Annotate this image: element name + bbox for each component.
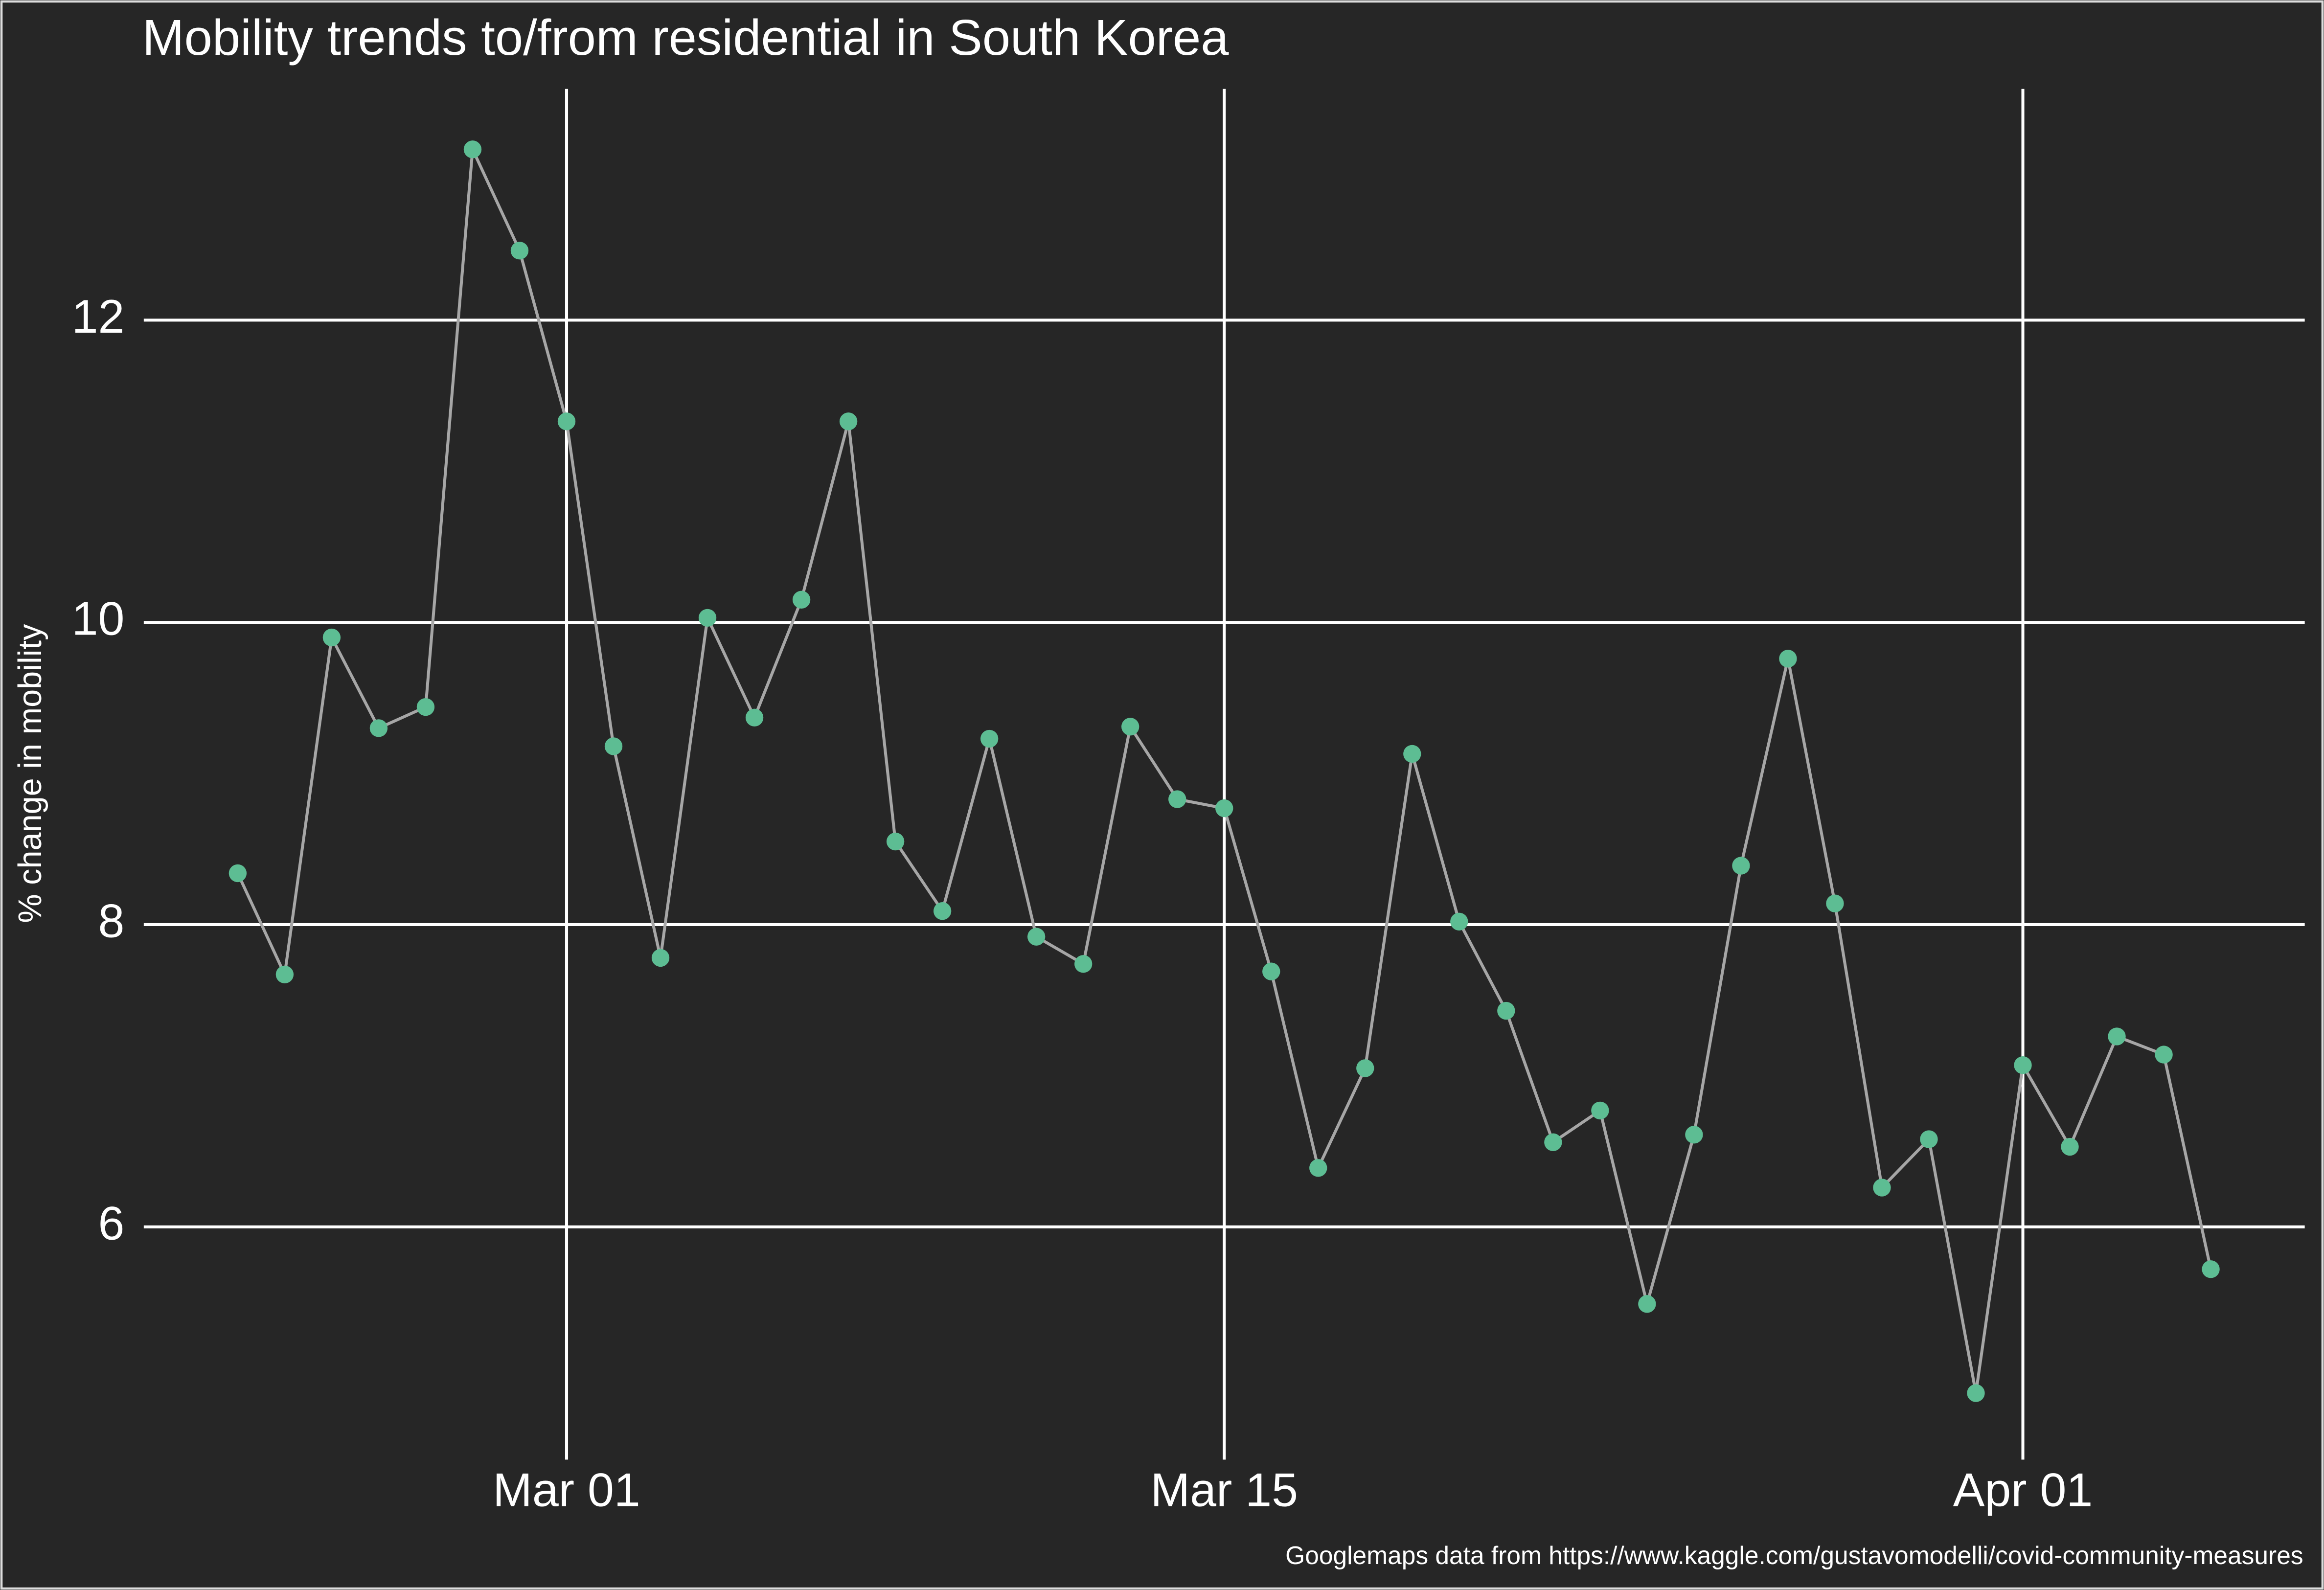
data-point (2061, 1137, 2079, 1156)
data-point (792, 591, 811, 609)
data-point (651, 949, 670, 967)
data-point (886, 832, 905, 851)
data-point (745, 708, 764, 727)
data-point (2155, 1045, 2173, 1064)
y-tick-label: 8 (98, 894, 125, 948)
data-point (1732, 857, 1750, 875)
y-axis-label: % change in mobility (12, 624, 48, 923)
x-tick-label: Mar 01 (493, 1463, 640, 1517)
data-point (698, 609, 717, 627)
data-point (1685, 1126, 1703, 1144)
y-tick-label: 6 (98, 1196, 125, 1249)
data-point (1027, 928, 1046, 946)
x-tick-label: Mar 15 (1150, 1463, 1298, 1517)
data-point (604, 737, 623, 755)
data-point (839, 412, 858, 431)
data-point (369, 719, 388, 737)
data-point (416, 698, 435, 716)
data-point (322, 628, 341, 647)
data-point (1168, 790, 1186, 808)
y-tick-label: 10 (72, 592, 125, 645)
x-tick-label: Apr 01 (1953, 1463, 2093, 1517)
data-point (2108, 1027, 2126, 1045)
caption: Googlemaps data from https://www.kaggle.… (1285, 1541, 2303, 1569)
data-point (1215, 799, 1233, 818)
data-point (1544, 1133, 1562, 1151)
data-point (1638, 1295, 1656, 1313)
data-point (2014, 1056, 2032, 1074)
data-point (1403, 745, 1421, 763)
data-point (275, 965, 294, 984)
data-point (1967, 1384, 1985, 1402)
data-point (1450, 912, 1468, 931)
data-point (228, 864, 247, 883)
data-point (980, 729, 999, 748)
data-point (1873, 1179, 1891, 1197)
data-point (1262, 962, 1280, 980)
data-point (933, 902, 952, 920)
data-point (1356, 1059, 1374, 1077)
y-tick-label: 12 (72, 290, 125, 343)
data-point (1591, 1101, 1609, 1120)
data-point (510, 242, 529, 260)
data-point (463, 140, 482, 159)
data-point (1826, 894, 1844, 912)
data-point (1920, 1130, 1938, 1148)
data-point (1074, 955, 1093, 973)
data-point (1779, 650, 1797, 668)
data-point (1121, 718, 1139, 736)
data-point (1309, 1159, 1327, 1177)
data-point (1497, 1001, 1515, 1020)
data-point (557, 412, 576, 431)
chart-title: Mobility trends to/from residential in S… (142, 9, 1230, 66)
data-point (2202, 1260, 2220, 1278)
